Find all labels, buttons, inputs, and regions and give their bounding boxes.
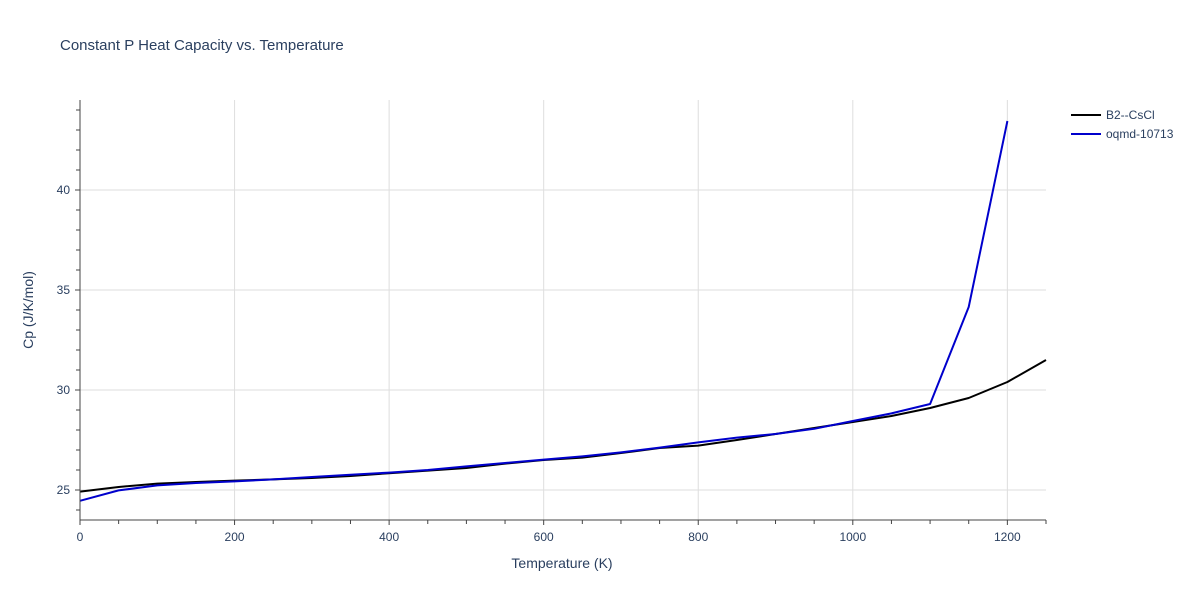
plot-area: [79, 120, 1047, 502]
y-axis-title: Cp (J/K/mol): [20, 271, 36, 349]
legend-label: B2--CsCl: [1106, 108, 1155, 122]
legend-label: oqmd-10713: [1106, 127, 1174, 141]
x-tick-label: 800: [688, 530, 708, 544]
legend-item[interactable]: oqmd-10713: [1071, 127, 1174, 141]
y-tick-label: 35: [57, 283, 71, 297]
x-tick-label: 1000: [839, 530, 866, 544]
x-axis-title: Temperature (K): [511, 555, 612, 571]
y-tick-label: 30: [57, 383, 71, 397]
legend-item[interactable]: B2--CsCl: [1071, 108, 1155, 122]
axes: 0 200 400 600 800 1000 1200 25 30 35 40: [57, 100, 1047, 544]
series-line-2: [79, 120, 1009, 502]
legend[interactable]: B2--CsCl oqmd-10713: [1071, 108, 1174, 141]
x-tick-label: 400: [379, 530, 399, 544]
x-tick-label: 1200: [994, 530, 1021, 544]
x-tick-label: 600: [534, 530, 554, 544]
grid: [80, 100, 1046, 520]
x-tick-label: 200: [225, 530, 245, 544]
chart-title: Constant P Heat Capacity vs. Temperature: [60, 37, 344, 54]
x-tick-label: 0: [77, 530, 84, 544]
y-tick-label: 25: [57, 483, 71, 497]
y-tick-label: 40: [57, 183, 71, 197]
series-line-1: [79, 359, 1047, 493]
